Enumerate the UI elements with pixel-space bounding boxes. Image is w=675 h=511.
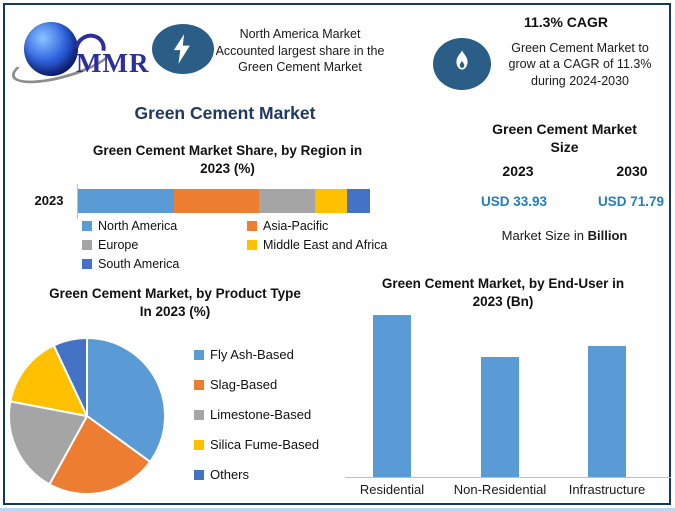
cagr-line-2: grow at a CAGR of 11.3% — [508, 57, 652, 72]
market-size-title-line-2: Size — [550, 139, 579, 156]
legend-swatch-slag-based — [194, 379, 204, 390]
region-chart-title: Green Cement Market Share, by Region in … — [50, 142, 405, 178]
legend-item-silica-fume-based: Silica Fume-Based — [194, 437, 319, 452]
bottom-accent-line — [0, 508, 675, 511]
product-chart-title: Green Cement Market, by Product Type In … — [15, 285, 335, 321]
legend-label-limestone-based: Limestone-Based — [210, 407, 312, 422]
cagr-headline: 11.3% CAGR — [523, 14, 609, 30]
end-user-plot — [345, 310, 671, 478]
market-size-note-unit: Billion — [587, 228, 628, 243]
region-chart-title-line-1: Green Cement Market Share, by Region in — [92, 143, 363, 158]
lightning-icon — [152, 24, 214, 74]
region-chart-axis — [77, 184, 78, 219]
legend-item-fly-ash-based: Fly Ash-Based — [194, 347, 319, 362]
pie-slice-slag-based — [48, 415, 152, 495]
end-user-category-residential: Residential — [359, 482, 425, 497]
region-legend: North America Asia-Pacific Europe Middle Ea… — [82, 219, 387, 271]
end-user-bar-infrastructure — [588, 346, 626, 477]
market-size-value-start: USD 33.93 — [480, 194, 548, 209]
legend-item-europe: Europe — [82, 238, 247, 252]
end-user-bar-residential — [373, 315, 411, 477]
north-america-highlight: North America Market Accounted largest s… — [214, 26, 386, 76]
legend-item-north-america: North America — [82, 219, 247, 233]
market-size-note: Market Size in Billion — [462, 228, 667, 243]
legend-label-slag-based: Slag-Based — [210, 377, 278, 392]
flame-icon — [433, 38, 491, 90]
end-user-category-non-residential: Non-Residential — [453, 482, 547, 497]
legend-label-north-america: North America — [98, 219, 178, 233]
region-stacked-bar — [78, 189, 370, 213]
end-user-bar-non-residential — [481, 357, 519, 477]
highlight-line-3: Green Cement Market — [238, 60, 362, 74]
region-chart-title-line-2: 2023 (%) — [200, 160, 255, 176]
legend-label-middle-east-and-africa: Middle East and Africa — [263, 238, 388, 252]
legend-item-others: Others — [194, 467, 319, 482]
legend-swatch-middle-east-and-africa — [247, 240, 257, 250]
product-type-pie — [8, 337, 166, 495]
region-segment-middle-east-and-africa — [314, 189, 347, 213]
highlight-line-1: North America Market — [239, 27, 361, 41]
region-segment-south-america — [346, 189, 370, 213]
pie-slice-fly-ash-based — [86, 337, 166, 463]
product-legend: Fly Ash-Based Slag-Based Limestone-Based Si… — [194, 347, 319, 482]
legend-swatch-north-america — [82, 221, 92, 231]
end-user-labels: Residential Non-Residential Infrastructure — [345, 482, 671, 500]
end-user-category-infrastructure: Infrastructure — [568, 482, 646, 497]
region-segment-europe — [259, 189, 315, 213]
legend-label-fly-ash-based: Fly Ash-Based — [210, 347, 294, 362]
end-user-chart-title-line-1: Green Cement Market, by End-User in — [381, 276, 625, 291]
region-segment-asia-pacific — [174, 189, 260, 213]
end-user-chart-title: Green Cement Market, by End-User in 2023… — [348, 275, 658, 311]
legend-swatch-south-america — [82, 259, 92, 269]
cagr-description: Green Cement Market to grow at a CAGR of… — [492, 40, 668, 89]
legend-swatch-asia-pacific — [247, 221, 257, 231]
product-chart-title-line-1: Green Cement Market, by Product Type — [49, 286, 301, 301]
legend-item-south-america: South America — [82, 257, 247, 271]
market-size-value-end: USD 71.79 — [597, 194, 665, 209]
legend-swatch-silica-fume-based — [194, 439, 204, 450]
legend-label-europe: Europe — [98, 238, 139, 252]
flame-glyph — [456, 50, 468, 70]
legend-item-asia-pacific: Asia-Pacific — [247, 219, 387, 233]
lightning-glyph — [173, 34, 190, 64]
mmr-logo: MMR — [7, 14, 161, 92]
market-size-title: Green Cement Market Size — [462, 120, 667, 156]
end-user-chart-title-line-2: 2023 (Bn) — [472, 293, 534, 309]
market-size-year-end: 2030 — [616, 163, 648, 179]
pie-slice-others — [52, 337, 88, 417]
legend-item-limestone-based: Limestone-Based — [194, 407, 319, 422]
legend-swatch-limestone-based — [194, 409, 204, 420]
legend-label-silica-fume-based: Silica Fume-Based — [210, 437, 320, 452]
region-category-label: 2023 — [34, 193, 64, 208]
market-size-title-line-1: Green Cement Market — [492, 121, 637, 137]
legend-swatch-others — [194, 469, 204, 480]
legend-item-slag-based: Slag-Based — [194, 377, 319, 392]
product-chart-title-line-2: In 2023 (%) — [139, 303, 211, 319]
logo-text: MMR — [76, 48, 150, 78]
cagr-line-3: during 2024-2030 — [531, 73, 629, 88]
legend-swatch-europe — [82, 240, 92, 250]
pie-slice-limestone-based — [8, 400, 88, 486]
market-size-year-start: 2023 — [502, 163, 534, 179]
legend-label-south-america: South America — [98, 257, 180, 271]
legend-swatch-fly-ash-based — [194, 349, 204, 360]
cagr-line-1: Green Cement Market to — [511, 41, 649, 55]
globe-icon — [24, 22, 78, 76]
page-title: Green Cement Market — [134, 103, 316, 123]
highlight-line-2: Accounted largest share in the — [215, 43, 385, 58]
market-size-note-prefix: Market Size in — [501, 228, 588, 243]
region-segment-north-america — [78, 189, 175, 213]
legend-label-others: Others — [210, 467, 250, 482]
legend-label-asia-pacific: Asia-Pacific — [263, 219, 329, 233]
pie-slice-silica-fume-based — [9, 344, 88, 417]
legend-item-middle-east-and-africa: Middle East and Africa — [247, 238, 387, 252]
